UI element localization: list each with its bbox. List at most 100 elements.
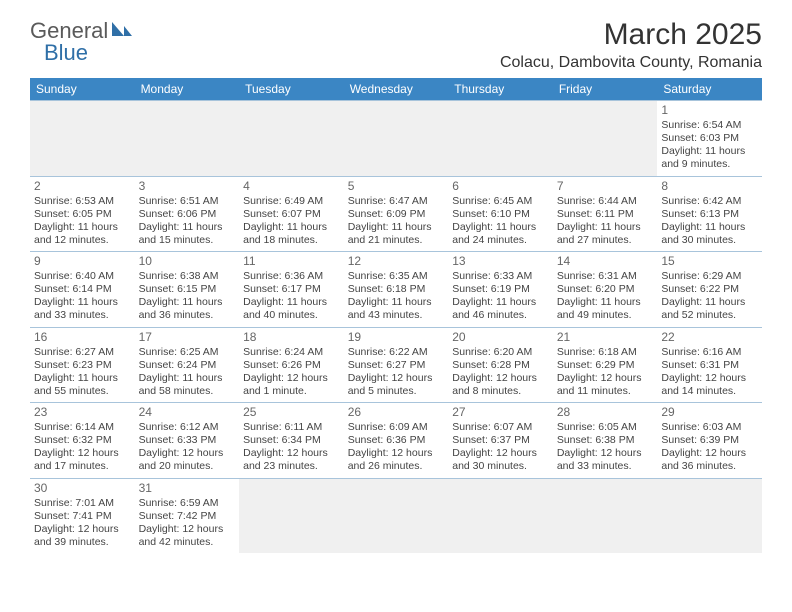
- sunset-line: Sunset: 6:18 PM: [348, 283, 445, 296]
- daylight-line: Daylight: 12 hours and 8 minutes.: [452, 372, 549, 398]
- day-cell: 20Sunrise: 6:20 AMSunset: 6:28 PMDayligh…: [448, 327, 553, 403]
- day-number: 17: [139, 330, 236, 345]
- sunset-line: Sunset: 6:34 PM: [243, 434, 340, 447]
- day-cell: 21Sunrise: 6:18 AMSunset: 6:29 PMDayligh…: [553, 327, 658, 403]
- day-number: 16: [34, 330, 131, 345]
- daylight-line: Daylight: 11 hours and 18 minutes.: [243, 221, 340, 247]
- daylight-line: Daylight: 11 hours and 55 minutes.: [34, 372, 131, 398]
- day-cell: 15Sunrise: 6:29 AMSunset: 6:22 PMDayligh…: [657, 252, 762, 328]
- sunrise-line: Sunrise: 6:25 AM: [139, 346, 236, 359]
- day-number: 20: [452, 330, 549, 345]
- weekday-header: Friday: [553, 78, 658, 101]
- calendar-table: SundayMondayTuesdayWednesdayThursdayFrid…: [30, 78, 762, 553]
- sunrise-line: Sunrise: 6:29 AM: [661, 270, 758, 283]
- calendar-week-row: 2Sunrise: 6:53 AMSunset: 6:05 PMDaylight…: [30, 176, 762, 252]
- empty-cell: [344, 101, 449, 177]
- day-number: 25: [243, 405, 340, 420]
- sunrise-line: Sunrise: 6:33 AM: [452, 270, 549, 283]
- sunset-line: Sunset: 6:39 PM: [661, 434, 758, 447]
- sunset-line: Sunset: 6:06 PM: [139, 208, 236, 221]
- sunrise-line: Sunrise: 6:45 AM: [452, 195, 549, 208]
- sunset-line: Sunset: 6:13 PM: [661, 208, 758, 221]
- day-cell: 4Sunrise: 6:49 AMSunset: 6:07 PMDaylight…: [239, 176, 344, 252]
- page-header: General March 2025 Colacu, Dambovita Cou…: [30, 18, 762, 72]
- day-cell: 3Sunrise: 6:51 AMSunset: 6:06 PMDaylight…: [135, 176, 240, 252]
- day-number: 6: [452, 179, 549, 194]
- day-cell: 11Sunrise: 6:36 AMSunset: 6:17 PMDayligh…: [239, 252, 344, 328]
- empty-cell: [448, 478, 553, 553]
- sunrise-line: Sunrise: 6:31 AM: [557, 270, 654, 283]
- sunset-line: Sunset: 6:07 PM: [243, 208, 340, 221]
- sunrise-line: Sunrise: 6:03 AM: [661, 421, 758, 434]
- day-number: 31: [139, 481, 236, 496]
- day-number: 8: [661, 179, 758, 194]
- sunrise-line: Sunrise: 6:47 AM: [348, 195, 445, 208]
- day-number: 19: [348, 330, 445, 345]
- sunset-line: Sunset: 6:29 PM: [557, 359, 654, 372]
- sunrise-line: Sunrise: 6:09 AM: [348, 421, 445, 434]
- sunset-line: Sunset: 6:31 PM: [661, 359, 758, 372]
- sunrise-line: Sunrise: 6:44 AM: [557, 195, 654, 208]
- day-cell: 16Sunrise: 6:27 AMSunset: 6:23 PMDayligh…: [30, 327, 135, 403]
- daylight-line: Daylight: 12 hours and 5 minutes.: [348, 372, 445, 398]
- day-number: 18: [243, 330, 340, 345]
- weekday-header: Saturday: [657, 78, 762, 101]
- daylight-line: Daylight: 12 hours and 30 minutes.: [452, 447, 549, 473]
- sunrise-line: Sunrise: 6:16 AM: [661, 346, 758, 359]
- calendar-week-row: 30Sunrise: 7:01 AMSunset: 7:41 PMDayligh…: [30, 478, 762, 553]
- day-number: 29: [661, 405, 758, 420]
- calendar-header-row: SundayMondayTuesdayWednesdayThursdayFrid…: [30, 78, 762, 101]
- sunset-line: Sunset: 6:19 PM: [452, 283, 549, 296]
- day-number: 22: [661, 330, 758, 345]
- day-cell: 7Sunrise: 6:44 AMSunset: 6:11 PMDaylight…: [553, 176, 658, 252]
- weekday-header: Sunday: [30, 78, 135, 101]
- day-cell: 24Sunrise: 6:12 AMSunset: 6:33 PMDayligh…: [135, 403, 240, 479]
- sunrise-line: Sunrise: 6:35 AM: [348, 270, 445, 283]
- day-cell: 27Sunrise: 6:07 AMSunset: 6:37 PMDayligh…: [448, 403, 553, 479]
- day-cell: 30Sunrise: 7:01 AMSunset: 7:41 PMDayligh…: [30, 478, 135, 553]
- daylight-line: Daylight: 12 hours and 20 minutes.: [139, 447, 236, 473]
- day-number: 9: [34, 254, 131, 269]
- sunrise-line: Sunrise: 6:53 AM: [34, 195, 131, 208]
- sunset-line: Sunset: 6:32 PM: [34, 434, 131, 447]
- daylight-line: Daylight: 12 hours and 36 minutes.: [661, 447, 758, 473]
- daylight-line: Daylight: 11 hours and 24 minutes.: [452, 221, 549, 247]
- day-cell: 18Sunrise: 6:24 AMSunset: 6:26 PMDayligh…: [239, 327, 344, 403]
- sunrise-line: Sunrise: 6:20 AM: [452, 346, 549, 359]
- sunset-line: Sunset: 6:03 PM: [661, 132, 758, 145]
- sunset-line: Sunset: 6:33 PM: [139, 434, 236, 447]
- day-cell: 10Sunrise: 6:38 AMSunset: 6:15 PMDayligh…: [135, 252, 240, 328]
- empty-cell: [135, 101, 240, 177]
- empty-cell: [239, 478, 344, 553]
- daylight-line: Daylight: 11 hours and 49 minutes.: [557, 296, 654, 322]
- day-cell: 6Sunrise: 6:45 AMSunset: 6:10 PMDaylight…: [448, 176, 553, 252]
- calendar-week-row: 23Sunrise: 6:14 AMSunset: 6:32 PMDayligh…: [30, 403, 762, 479]
- sunset-line: Sunset: 6:27 PM: [348, 359, 445, 372]
- empty-cell: [448, 101, 553, 177]
- sunrise-line: Sunrise: 6:51 AM: [139, 195, 236, 208]
- daylight-line: Daylight: 11 hours and 33 minutes.: [34, 296, 131, 322]
- day-number: 30: [34, 481, 131, 496]
- sunrise-line: Sunrise: 6:54 AM: [661, 119, 758, 132]
- weekday-header: Thursday: [448, 78, 553, 101]
- empty-cell: [239, 101, 344, 177]
- sunset-line: Sunset: 7:41 PM: [34, 510, 131, 523]
- day-number: 26: [348, 405, 445, 420]
- title-block: March 2025 Colacu, Dambovita County, Rom…: [500, 18, 762, 72]
- sunset-line: Sunset: 6:23 PM: [34, 359, 131, 372]
- daylight-line: Daylight: 12 hours and 39 minutes.: [34, 523, 131, 549]
- day-cell: 1Sunrise: 6:54 AMSunset: 6:03 PMDaylight…: [657, 101, 762, 177]
- sunset-line: Sunset: 6:22 PM: [661, 283, 758, 296]
- sunrise-line: Sunrise: 6:05 AM: [557, 421, 654, 434]
- sunrise-line: Sunrise: 6:38 AM: [139, 270, 236, 283]
- day-number: 27: [452, 405, 549, 420]
- sunset-line: Sunset: 7:42 PM: [139, 510, 236, 523]
- day-cell: 8Sunrise: 6:42 AMSunset: 6:13 PMDaylight…: [657, 176, 762, 252]
- day-cell: 13Sunrise: 6:33 AMSunset: 6:19 PMDayligh…: [448, 252, 553, 328]
- day-number: 12: [348, 254, 445, 269]
- sunset-line: Sunset: 6:36 PM: [348, 434, 445, 447]
- day-number: 13: [452, 254, 549, 269]
- empty-cell: [657, 478, 762, 553]
- daylight-line: Daylight: 12 hours and 23 minutes.: [243, 447, 340, 473]
- daylight-line: Daylight: 12 hours and 11 minutes.: [557, 372, 654, 398]
